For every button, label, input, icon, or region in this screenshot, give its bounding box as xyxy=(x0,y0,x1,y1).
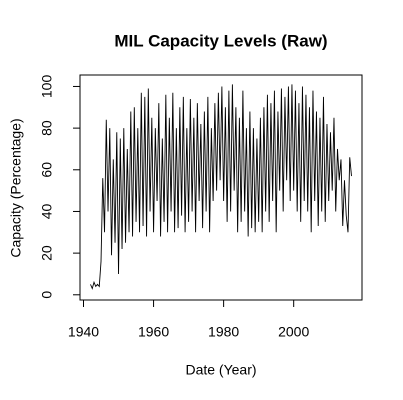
x-axis-label: Date (Year) xyxy=(185,362,256,378)
y-tick-label: 80 xyxy=(39,120,55,136)
chart-title: MIL Capacity Levels (Raw) xyxy=(114,31,327,50)
x-tick-label: 1940 xyxy=(68,324,99,340)
x-tick-label: 2000 xyxy=(278,324,309,340)
data-line xyxy=(90,84,352,290)
y-axis-label: Capacity (Percentage) xyxy=(8,118,24,257)
y-tick-label: 20 xyxy=(39,245,55,261)
y-tick-label: 0 xyxy=(39,291,55,299)
x-tick-label: 1960 xyxy=(138,324,169,340)
y-tick-label: 100 xyxy=(39,75,55,99)
plot-box xyxy=(79,74,363,301)
y-tick-label: 60 xyxy=(39,162,55,178)
y-tick-label: 40 xyxy=(39,203,55,219)
x-tick-label: 1980 xyxy=(208,324,239,340)
